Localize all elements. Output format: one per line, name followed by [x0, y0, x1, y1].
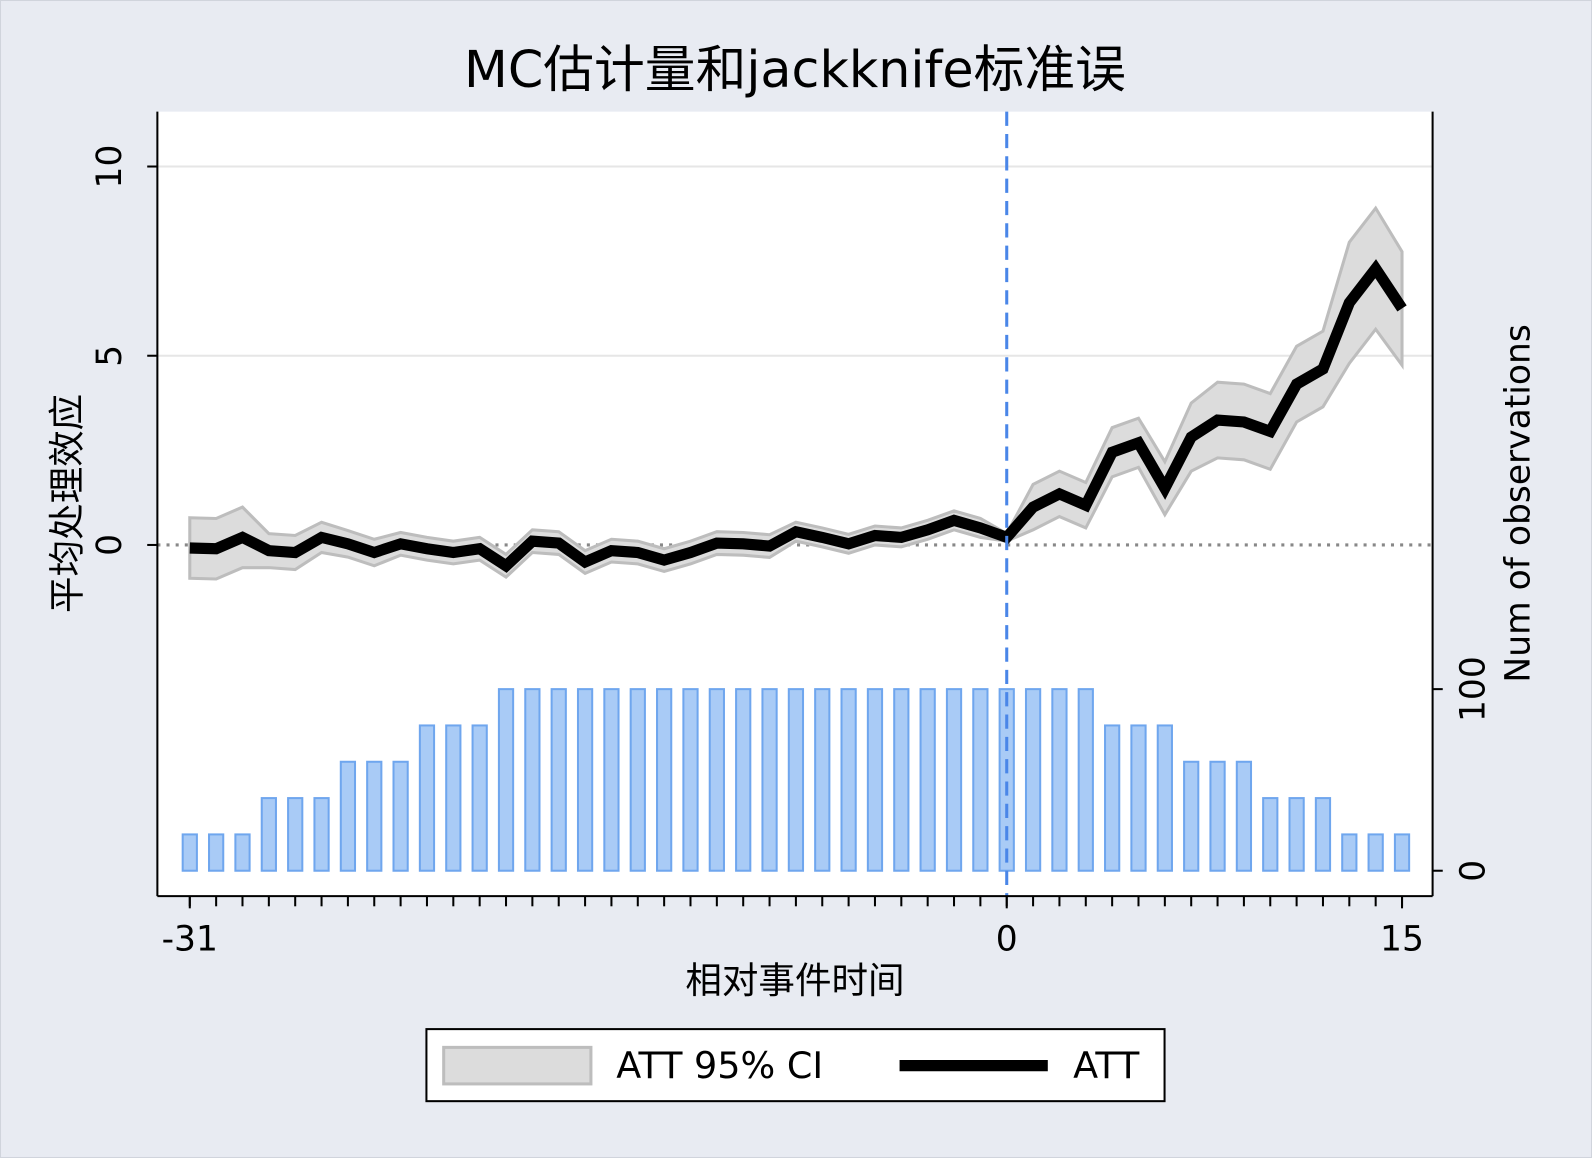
legend-label: ATT: [1073, 1044, 1140, 1087]
observation-bar: [339, 760, 357, 872]
observation-bar: [1051, 688, 1068, 872]
observation-bar: [1104, 724, 1121, 872]
observation-bar: [366, 760, 383, 872]
observation-bar: [814, 688, 831, 872]
observation-bar: [1367, 833, 1384, 872]
observation-bar: [998, 688, 1015, 872]
observation-bar: [682, 688, 699, 872]
observation-bar: [550, 688, 567, 872]
chart-title: MC估计量和jackknife标准误: [464, 40, 1126, 99]
observation-bar: [1341, 833, 1358, 872]
y-tick-label: 10: [90, 145, 130, 189]
observation-bar: [629, 688, 646, 872]
x-axis-label: 相对事件时间: [685, 959, 904, 1002]
observation-bar: [787, 688, 805, 872]
observation-bar: [1156, 724, 1173, 872]
observation-bar: [576, 688, 594, 872]
observation-bar: [497, 688, 515, 872]
observation-bar: [603, 688, 620, 872]
att-line: [189, 259, 1407, 573]
observation-bar: [208, 833, 225, 872]
y2-tick-label: 100: [1454, 656, 1494, 722]
observation-bar: [524, 688, 541, 872]
observation-bar: [919, 688, 936, 872]
observation-bar: [945, 688, 963, 872]
observation-bar: [445, 724, 462, 872]
observation-bar: [181, 833, 198, 872]
x-tick-label: 15: [1380, 919, 1424, 959]
observation-bar: [234, 833, 251, 872]
observation-bar: [1393, 833, 1411, 872]
observation-bar: [313, 797, 330, 872]
y-tick-label: 0: [90, 534, 130, 556]
legend-label: ATT 95% CI: [616, 1044, 823, 1087]
observation-bar: [893, 688, 910, 872]
observation-bar: [1130, 724, 1147, 872]
observation-bar: [761, 688, 778, 872]
observation-bar: [1024, 688, 1042, 872]
observation-bar: [1183, 760, 1200, 872]
observation-bar: [418, 724, 436, 872]
observation-bar: [1288, 797, 1305, 872]
y2-tick-label: 0: [1454, 860, 1494, 882]
x-tick-label: -31: [162, 919, 218, 959]
observation-bar: [392, 760, 409, 872]
observation-bar: [471, 724, 488, 872]
observation-bar: [656, 688, 673, 872]
legend-swatch: [442, 1045, 593, 1086]
observation-bar: [1262, 797, 1279, 872]
observation-bar: [972, 688, 989, 872]
y-tick-label: 5: [90, 345, 130, 367]
y-axis-label: 平均处理效应: [46, 394, 89, 613]
observation-bar: [287, 797, 304, 872]
observation-bar: [1077, 688, 1094, 872]
observation-bar: [1314, 797, 1332, 872]
observation-bar: [260, 797, 277, 872]
observation-bar: [1209, 760, 1226, 872]
y2-axis-label: Num of observations: [1498, 324, 1538, 682]
observation-bar: [866, 688, 884, 872]
observation-bar: [1235, 760, 1253, 872]
observation-bar: [840, 688, 857, 872]
observation-bar: [735, 688, 752, 872]
observation-bar: [708, 688, 725, 872]
x-tick-label: 0: [996, 919, 1018, 959]
